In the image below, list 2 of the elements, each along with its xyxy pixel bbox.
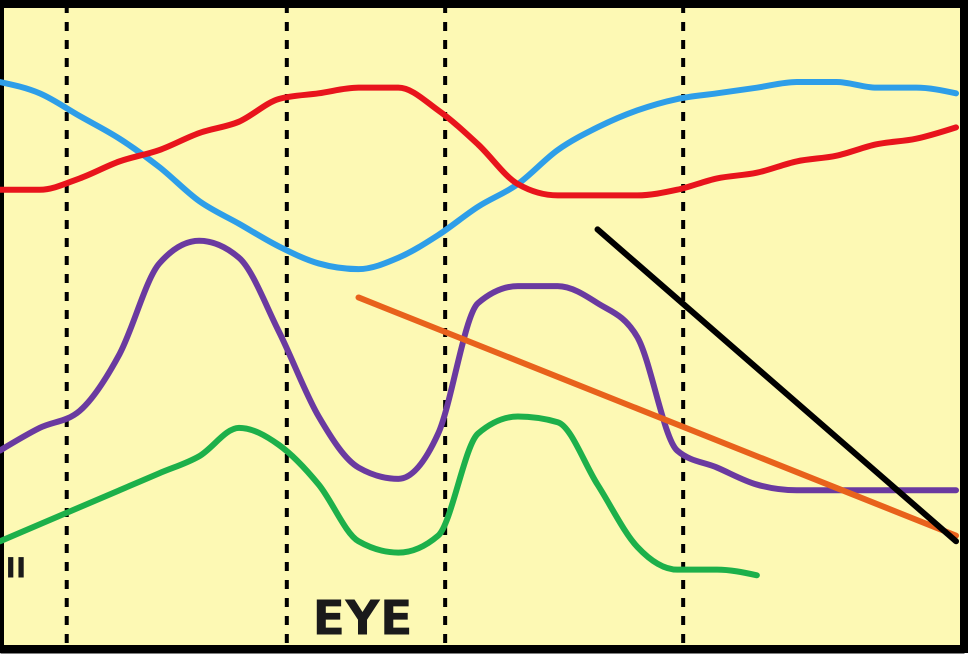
- annotation: EYE: [312, 590, 413, 647]
- annotation: II: [6, 552, 26, 585]
